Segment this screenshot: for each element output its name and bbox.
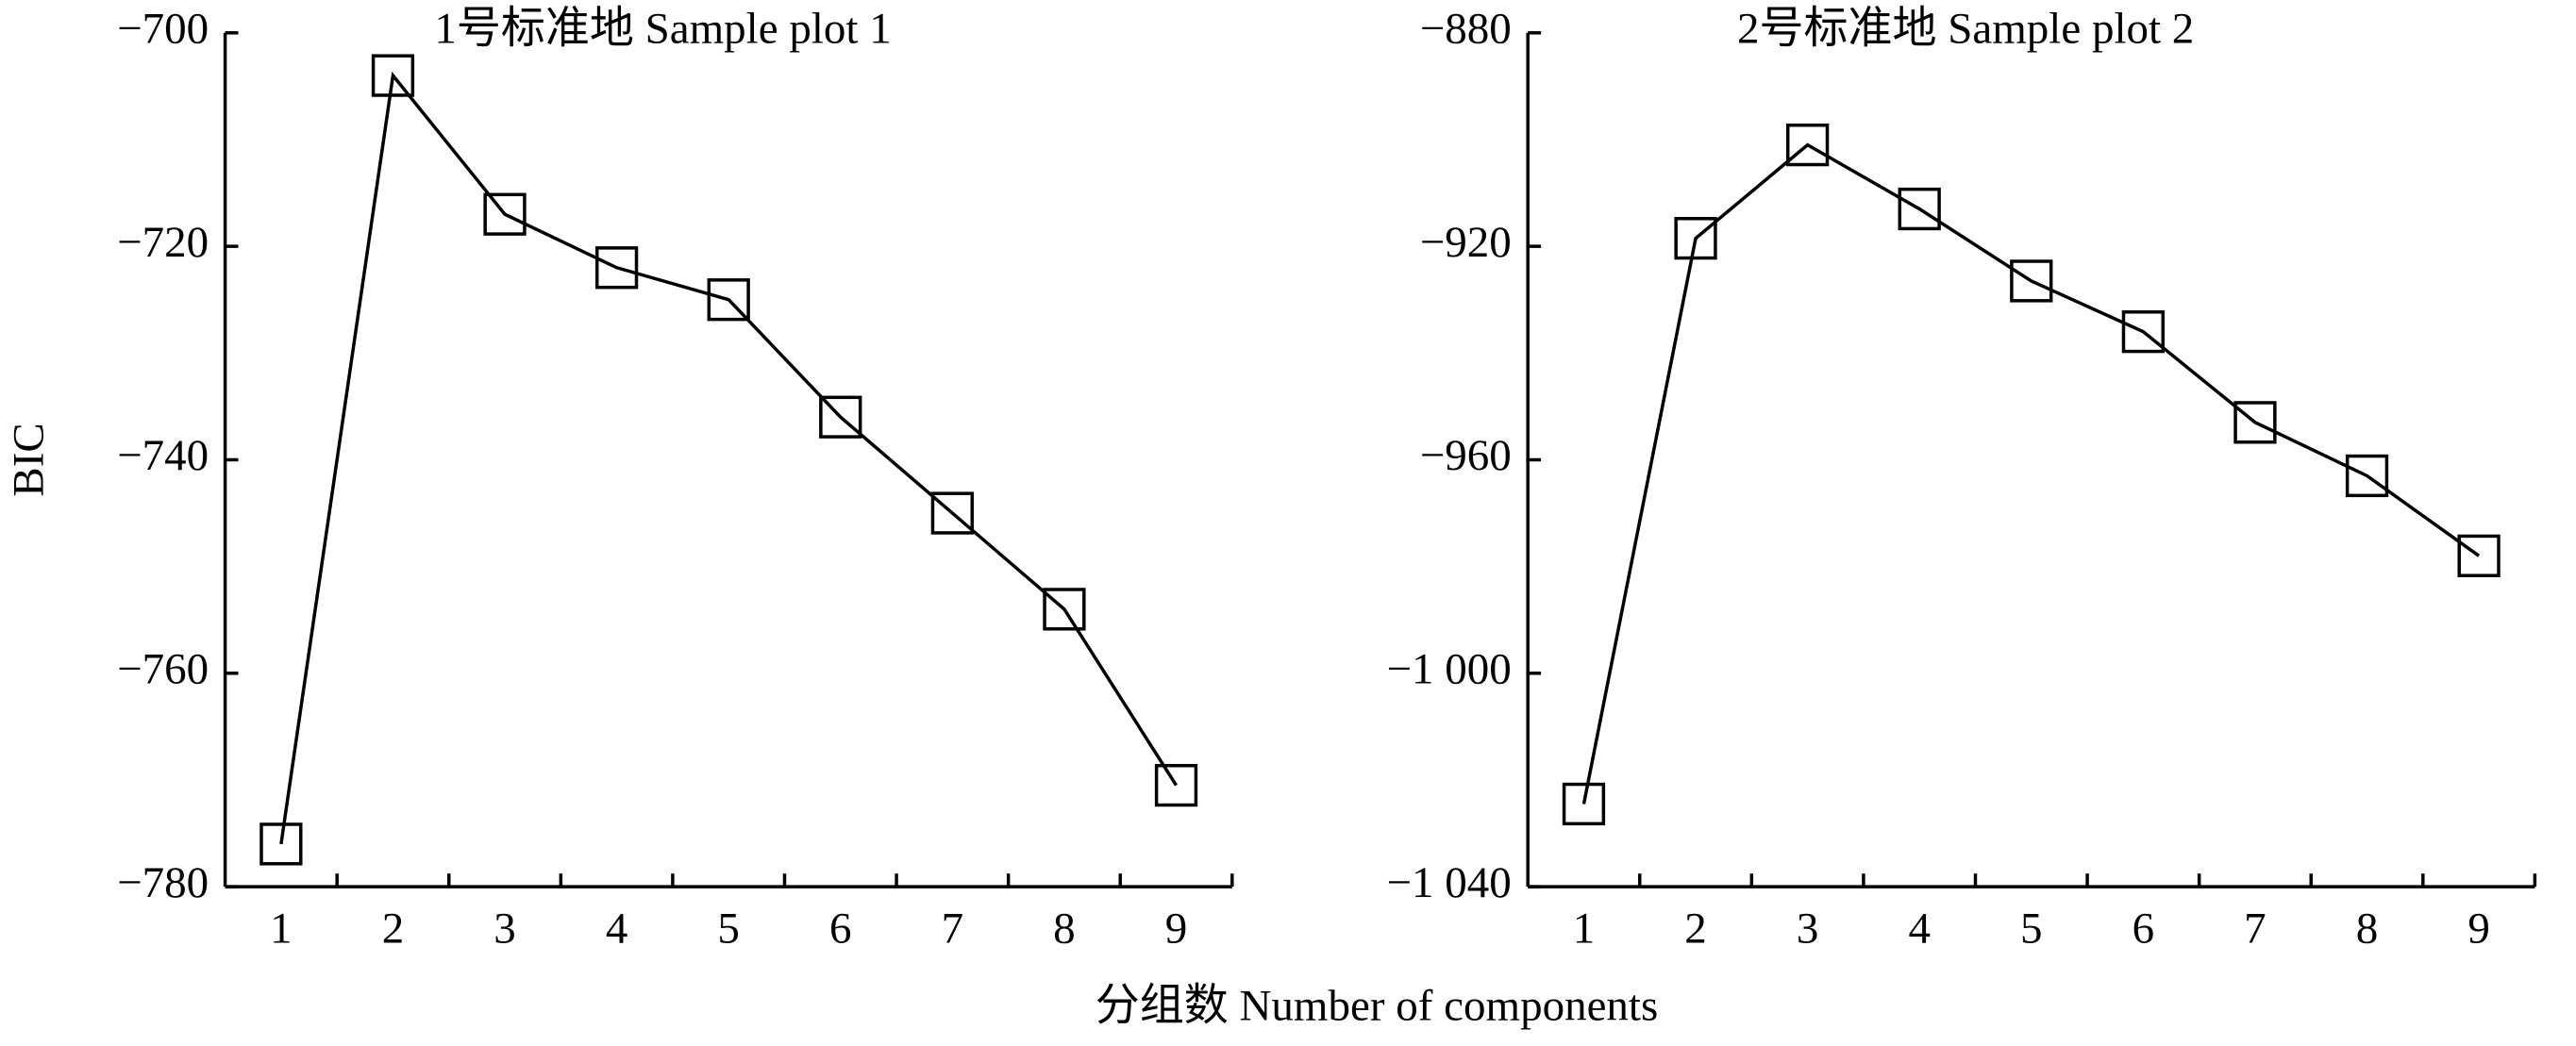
x-tick-label: 5 — [2020, 905, 2043, 954]
x-tick-label: 8 — [1053, 905, 1075, 954]
marker — [2010, 259, 2053, 303]
x-tick-label: 1 — [270, 905, 293, 954]
x-tick-label: 4 — [1908, 905, 1930, 954]
x-tick-label: 7 — [2244, 905, 2267, 954]
data-line — [279, 71, 1178, 845]
y-tick-label: −1 000 — [1387, 645, 1512, 694]
y-tick-label: −700 — [117, 5, 209, 54]
marker — [1898, 187, 1941, 231]
y-tick-label: −1 040 — [1387, 858, 1512, 907]
marker — [819, 395, 862, 439]
y-tick-label: −880 — [1420, 5, 1512, 54]
x-tick-label: 6 — [829, 905, 852, 954]
marker — [2233, 401, 2277, 444]
marker — [1562, 782, 1606, 826]
y-tick-label: −740 — [117, 431, 209, 480]
marker — [1785, 124, 1830, 167]
marker — [259, 822, 303, 866]
marker — [930, 491, 974, 535]
marker — [483, 192, 527, 236]
x-tick-label: 7 — [942, 905, 963, 954]
x-axis-label: 分组数 Number of components — [1096, 981, 1659, 1030]
y-tick-label: −780 — [117, 858, 209, 907]
marker — [707, 278, 750, 322]
y-tick-label: −920 — [1420, 218, 1512, 267]
marker — [1043, 588, 1086, 631]
marker — [594, 246, 639, 290]
x-tick-label: 4 — [606, 905, 628, 954]
y-tick-label: −720 — [117, 218, 209, 267]
marker — [371, 54, 415, 97]
x-tick-label: 3 — [493, 905, 516, 954]
chart-title: 2号标准地 Sample plot 2 — [1737, 5, 2194, 54]
x-tick-label: 2 — [1684, 905, 1707, 954]
y-tick-label: −760 — [117, 645, 209, 694]
marker — [1154, 763, 1198, 807]
marker — [2121, 310, 2166, 354]
x-tick-label: 2 — [382, 905, 405, 954]
x-tick-label: 9 — [2467, 905, 2490, 954]
data-line — [1581, 142, 2481, 805]
chart-title: 1号标准地 Sample plot 1 — [434, 5, 891, 54]
x-tick-label: 1 — [1573, 905, 1596, 954]
marker — [2345, 454, 2389, 498]
marker — [2457, 534, 2501, 577]
x-tick-label: 6 — [2133, 905, 2155, 954]
x-tick-label: 5 — [717, 905, 740, 954]
y-tick-label: −960 — [1420, 431, 1512, 480]
marker — [1674, 217, 1717, 260]
x-tick-label: 8 — [2356, 905, 2379, 954]
x-tick-label: 3 — [1797, 905, 1818, 954]
y-axis-label: BIC — [5, 423, 54, 496]
x-tick-label: 9 — [1165, 905, 1187, 954]
